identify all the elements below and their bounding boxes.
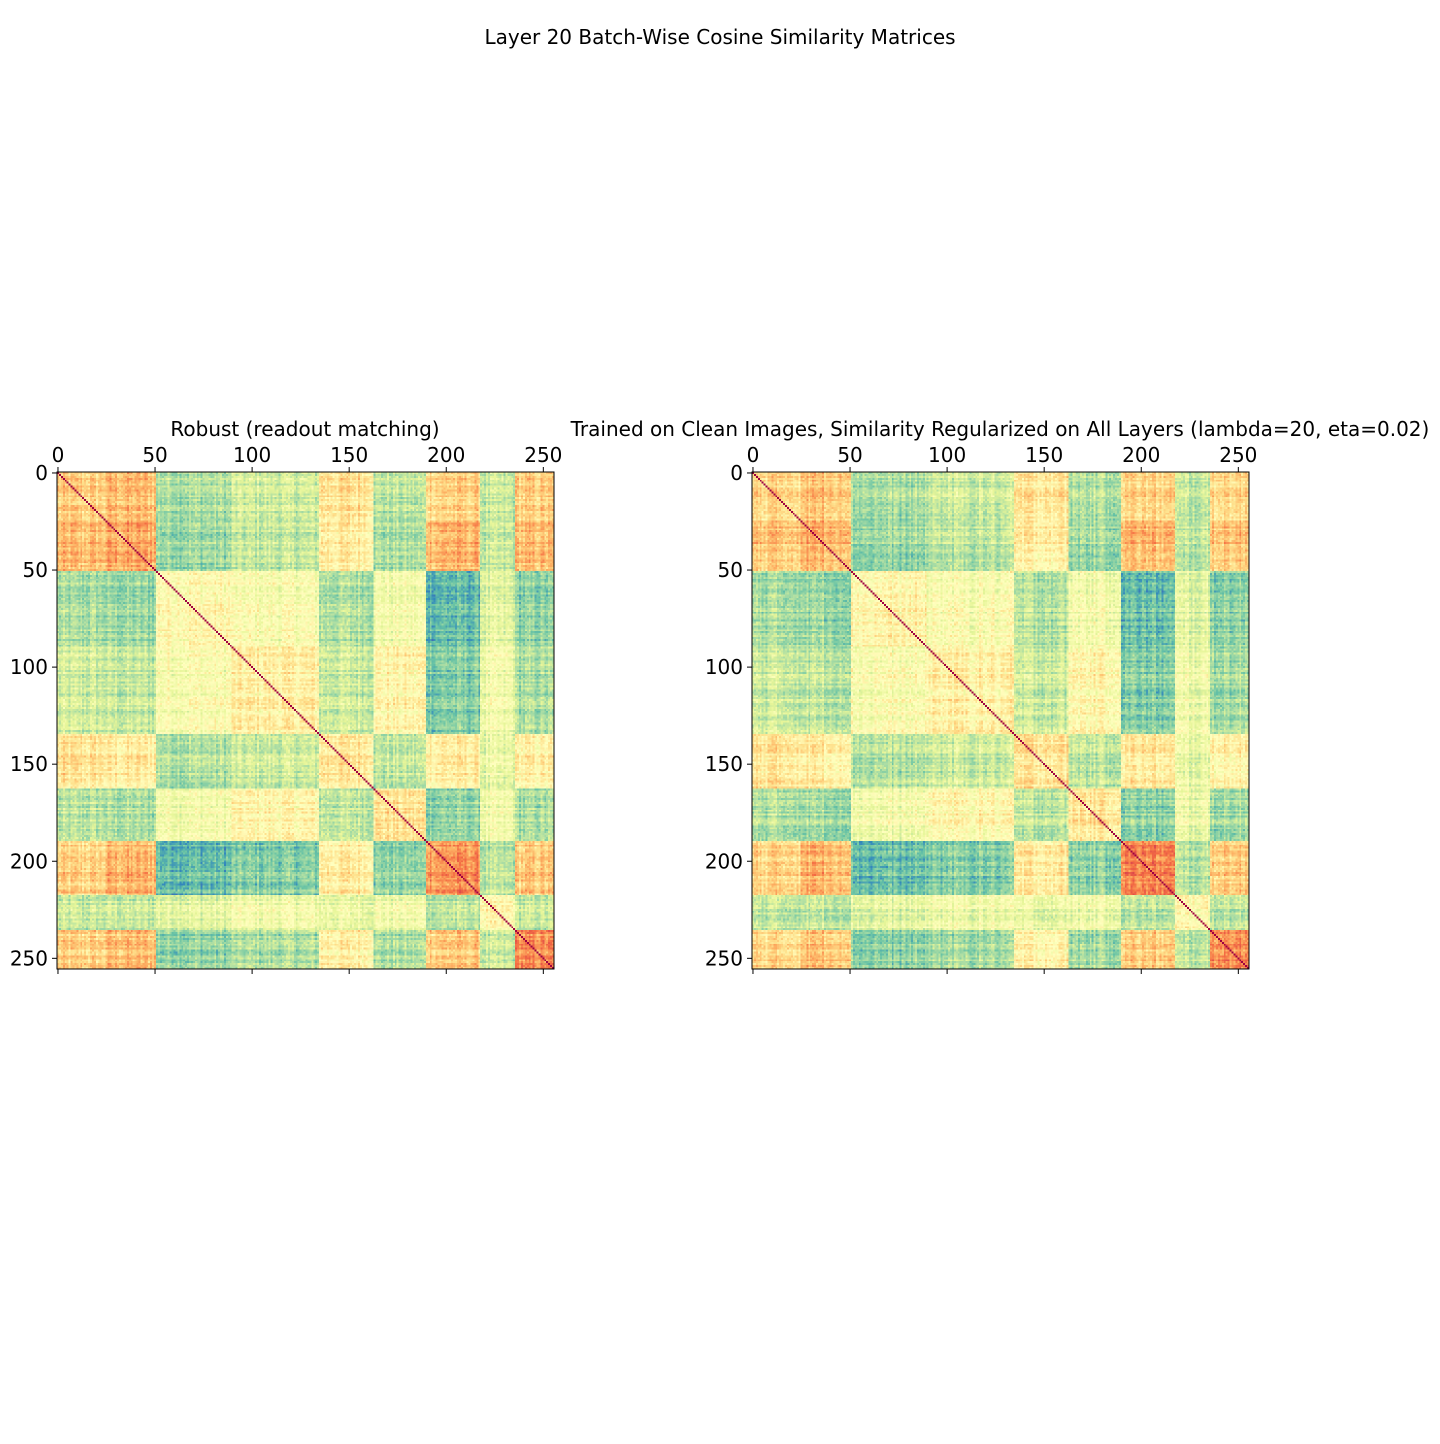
y-tick-label: 250 [705,946,743,970]
heatmap-image [752,472,1249,969]
x-tick-label: 0 [52,443,65,467]
y-tick-label: 100 [10,655,48,679]
x-tick-label: 0 [747,443,760,467]
heatmap-panel-right: Trained on Clean Images, Similarity Regu… [570,417,1430,974]
heatmap-image [57,472,554,969]
y-tick-label: 250 [10,946,48,970]
x-tick-label: 50 [837,443,862,467]
axes-frame [56,471,555,970]
y-tick-label: 150 [705,752,743,776]
y-tick-label: 0 [35,461,48,485]
panel-title: Trained on Clean Images, Similarity Regu… [570,417,1430,441]
x-tick-label: 50 [142,443,167,467]
y-tick-label: 200 [10,849,48,873]
x-tick-label: 250 [1219,443,1257,467]
y-tick-label: 150 [10,752,48,776]
panel-title: Robust (readout matching) [170,417,439,441]
y-tick-label: 200 [705,849,743,873]
y-tick-label: 0 [730,461,743,485]
figure-suptitle: Layer 20 Batch-Wise Cosine Similarity Ma… [484,25,956,49]
x-tick-label: 150 [330,443,368,467]
x-tick-label: 100 [928,443,966,467]
x-tick-label: 200 [1122,443,1160,467]
x-tick-label: 150 [1025,443,1063,467]
x-tick-label: 200 [427,443,465,467]
y-tick-label: 50 [23,558,48,582]
y-tick-label: 50 [718,558,743,582]
x-tick-label: 100 [233,443,271,467]
x-tick-label: 250 [524,443,562,467]
heatmap-panel-left: Robust (readout matching) 0 50 100 150 200 250… [10,417,562,974]
axes-frame [751,471,1250,970]
y-tick-label: 100 [705,655,743,679]
